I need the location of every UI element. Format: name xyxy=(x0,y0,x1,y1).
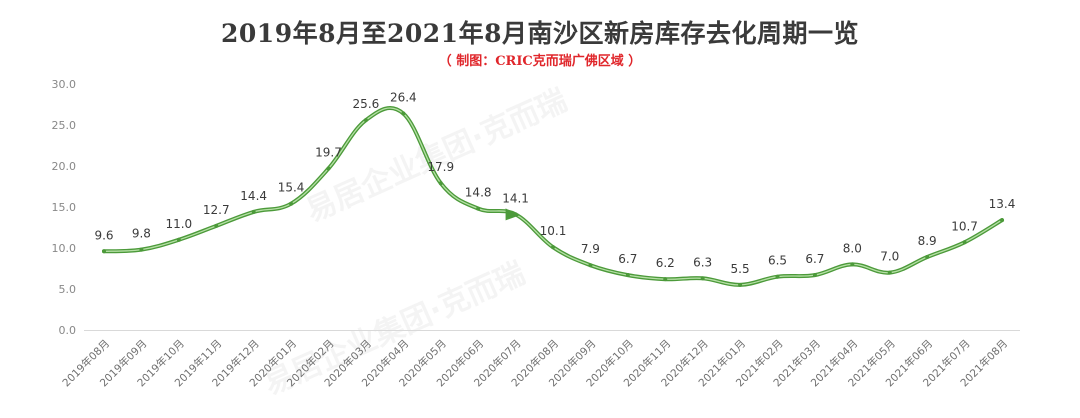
data-label: 6.7 xyxy=(805,252,824,266)
data-point xyxy=(812,273,817,278)
data-label: 14.4 xyxy=(240,189,267,203)
data-point xyxy=(289,201,294,206)
y-tick-label: 0.0 xyxy=(59,324,77,337)
data-point xyxy=(850,262,855,267)
data-label: 12.7 xyxy=(203,203,230,217)
data-point xyxy=(663,277,668,282)
data-label: 6.7 xyxy=(618,252,637,266)
data-point xyxy=(102,249,106,254)
data-label: 6.3 xyxy=(693,255,712,269)
series-line-highlight xyxy=(103,107,1003,286)
data-point xyxy=(513,212,518,217)
data-label: 8.0 xyxy=(843,241,862,255)
data-point xyxy=(438,181,443,186)
data-label: 7.9 xyxy=(581,242,600,256)
line-layer xyxy=(102,106,1004,287)
data-label: 26.4 xyxy=(390,91,417,105)
data-label: 15.4 xyxy=(278,181,305,195)
data-point xyxy=(139,247,144,252)
data-label: 5.5 xyxy=(731,262,750,276)
data-label: 6.5 xyxy=(768,254,787,268)
y-tick-label: 30.0 xyxy=(52,78,77,91)
y-tick-label: 15.0 xyxy=(52,201,77,214)
y-tick-label: 10.0 xyxy=(52,242,77,255)
data-point xyxy=(700,276,705,281)
data-label: 9.6 xyxy=(94,228,113,242)
data-point xyxy=(251,209,256,214)
y-tick-label: 20.0 xyxy=(52,160,77,173)
data-label: 14.1 xyxy=(502,191,529,205)
data-point xyxy=(887,270,892,275)
data-label: 10.1 xyxy=(540,224,567,238)
data-point xyxy=(401,111,406,116)
y-tick-label: 5.0 xyxy=(59,283,77,296)
data-label: 6.2 xyxy=(656,256,675,270)
data-label: 25.6 xyxy=(353,97,380,111)
data-point xyxy=(326,166,331,171)
data-point xyxy=(1000,218,1004,223)
data-label: 14.8 xyxy=(465,186,492,200)
data-label: 8.9 xyxy=(918,234,937,248)
data-point xyxy=(925,255,930,260)
series-line xyxy=(102,106,1004,287)
data-point xyxy=(588,263,593,268)
data-point xyxy=(551,245,555,250)
data-point xyxy=(476,206,481,211)
data-label: 19.7 xyxy=(315,145,342,159)
chart-title: 2019年8月至2021年8月南沙区新房库存去化周期一览 xyxy=(221,19,859,48)
data-point xyxy=(775,274,780,279)
data-label: 9.8 xyxy=(132,227,151,241)
data-point xyxy=(625,273,630,278)
y-tick-label: 25.0 xyxy=(52,119,77,132)
data-label: 11.0 xyxy=(165,217,192,231)
data-label: 17.9 xyxy=(427,160,454,174)
data-label: 10.7 xyxy=(951,219,978,233)
series-arrow xyxy=(505,208,520,221)
data-point xyxy=(962,240,967,245)
chart-subtitle: （ 制图：CRIC克而瑞广佛区域 ） xyxy=(438,54,642,69)
data-label-layer: 9.6 9.8 11.0 12.7 14.4 15.4 19.7 25.6 26.4 17.9 14… xyxy=(94,91,1015,287)
data-point xyxy=(738,282,743,287)
data-point xyxy=(176,237,181,242)
data-label: 7.0 xyxy=(880,250,899,264)
data-label: 13.4 xyxy=(989,197,1016,211)
data-point xyxy=(214,223,219,228)
data-point xyxy=(363,118,368,123)
